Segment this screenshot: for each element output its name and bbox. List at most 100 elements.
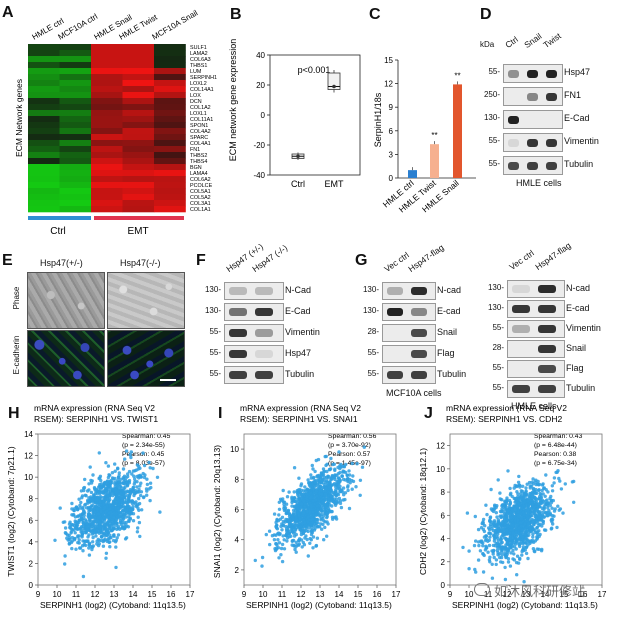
- scatter-point: [532, 511, 536, 516]
- scatter-point: [310, 463, 314, 468]
- scatter-stat: Spearman: 0.43: [534, 433, 583, 440]
- scatter-point: [292, 490, 296, 494]
- blot-band: [538, 365, 556, 373]
- scatter-point: [526, 543, 530, 547]
- scatter-point: [512, 486, 516, 490]
- scatter-point: [526, 521, 531, 526]
- heatmap-cell: [59, 146, 92, 153]
- scatter-point: [102, 502, 106, 506]
- scatter-point: [119, 492, 123, 496]
- scatter-point: [332, 482, 337, 486]
- scatter-point: [89, 490, 94, 495]
- scatter-point: [513, 500, 517, 504]
- barchart-ytick: 12: [384, 80, 393, 89]
- blot-band: [546, 138, 557, 147]
- scatter-point: [106, 515, 110, 519]
- scatter-point: [492, 555, 496, 560]
- blot-band: [527, 69, 538, 78]
- scatter-point: [524, 486, 528, 490]
- scatter-xtick: 11: [484, 590, 493, 599]
- heatmap-cell: [154, 152, 186, 159]
- scatter-point: [145, 477, 149, 481]
- scatter-point: [512, 496, 516, 501]
- heatmap-cell: [154, 158, 186, 165]
- scatter-point: [557, 476, 561, 481]
- heatmap-cell: [28, 140, 60, 147]
- scatter-xtick: 16: [167, 590, 176, 599]
- scatter-point: [126, 472, 130, 476]
- scatter-point: [135, 474, 139, 479]
- blot-band: [411, 350, 427, 358]
- scale-bar: [160, 379, 176, 381]
- scatter-point: [73, 531, 77, 535]
- scatter-point: [498, 514, 502, 518]
- heatmap-cell: [154, 86, 186, 93]
- scatter-point: [328, 503, 332, 507]
- scatter-xtick: 15: [354, 590, 363, 599]
- scatter-point: [538, 522, 542, 526]
- heatmap-cell: [28, 188, 60, 195]
- blot-band: [411, 287, 427, 295]
- scatter-point: [338, 501, 343, 506]
- scatter-point: [138, 534, 142, 539]
- scatter-point: [260, 555, 265, 560]
- heatmap-cell: [122, 92, 155, 99]
- scatter-point: [494, 562, 498, 567]
- scatter-point: [506, 469, 510, 473]
- heatmap-col-label: MCF10A ctrl: [57, 12, 100, 42]
- barchart-ytick: 0: [389, 174, 394, 183]
- scatter-point: [536, 509, 540, 514]
- scatter-point: [290, 539, 294, 543]
- scatter-point: [522, 492, 526, 497]
- scatter-point: [322, 538, 326, 542]
- scatter-point: [280, 528, 284, 532]
- scatter-point: [105, 523, 110, 527]
- scatter-point: [115, 515, 119, 519]
- scatter-point: [77, 520, 81, 524]
- scatter-point: [309, 473, 313, 477]
- scatter-point: [107, 473, 111, 477]
- blot-strip: [224, 366, 284, 384]
- scatter-point: [132, 474, 136, 478]
- scatter-point: [104, 486, 109, 490]
- blot-strip: [503, 110, 563, 129]
- scatter-point: [295, 504, 300, 508]
- scatter-point: [306, 478, 310, 482]
- scatter-point: [119, 505, 124, 509]
- scatter-point: [493, 524, 498, 529]
- scatter-point: [121, 477, 126, 481]
- scatter-point: [534, 478, 538, 482]
- scatter-point: [313, 469, 317, 474]
- scatter-point: [505, 498, 509, 502]
- scatter-point: [85, 521, 89, 526]
- scatter-point: [112, 511, 116, 515]
- scatter-point: [519, 512, 523, 516]
- scatter-point: [299, 492, 303, 496]
- scatter-point: [505, 550, 510, 555]
- scatter-point: [321, 522, 325, 527]
- scatter-xtick: 12: [297, 590, 306, 599]
- blot-band: [538, 345, 556, 353]
- scatter-point: [341, 486, 346, 490]
- scatter-point: [108, 479, 113, 484]
- heatmap-cell: [28, 44, 60, 51]
- scatter-point: [260, 564, 264, 568]
- heatmap-cell: [28, 200, 60, 207]
- scatter-point: [479, 540, 484, 545]
- mw-marker: 55-: [492, 323, 504, 332]
- scatter-point: [114, 520, 118, 525]
- blot-band: [255, 329, 273, 337]
- heatmap-cell: [91, 128, 123, 135]
- scatter-point: [106, 520, 111, 525]
- scatter-point: [327, 485, 332, 489]
- heatmap-row-label: LOX: [190, 93, 201, 99]
- scatter-point: [73, 536, 77, 541]
- scatter-point: [499, 555, 504, 560]
- scatter-xtick: 14: [541, 590, 550, 599]
- scatter-point: [299, 532, 304, 537]
- scatter-point: [118, 482, 122, 487]
- heatmap-cell: [28, 194, 60, 201]
- boxplot-xlabel-ctrl: Ctrl: [291, 179, 305, 189]
- heatmap-cell: [91, 200, 123, 207]
- scatter-point: [63, 554, 67, 558]
